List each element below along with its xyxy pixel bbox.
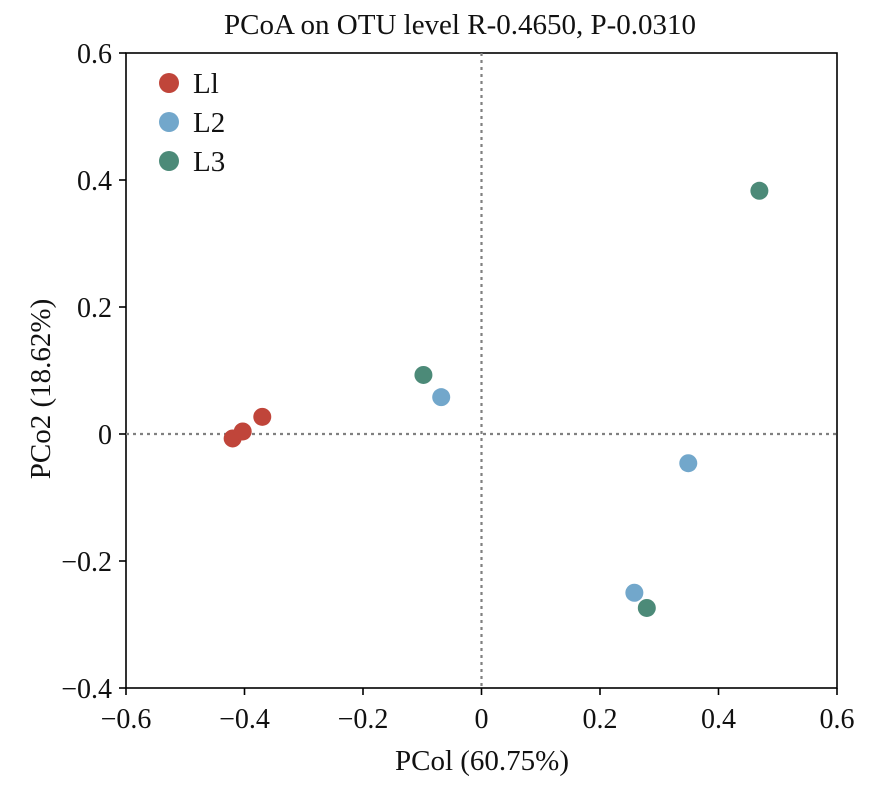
y-tick-label: 0 <box>98 420 112 451</box>
y-tick-label: −0.2 <box>61 547 112 578</box>
x-tick-label: −0.2 <box>338 704 389 735</box>
point-l3 <box>637 598 656 617</box>
point-l1 <box>233 422 252 441</box>
legend-label-l3: L3 <box>193 146 225 178</box>
legend-marker-l2 <box>159 112 179 132</box>
x-tick-label: 0 <box>475 704 489 735</box>
point-l2 <box>679 454 698 473</box>
y-axis-ticks: −0.4 −0.2 0 0.2 0.4 0.6 <box>61 39 126 705</box>
y-axis-label: PCo2 (18.62%) <box>25 299 57 479</box>
data-points <box>223 181 769 617</box>
y-tick-label: 0.2 <box>77 293 112 324</box>
legend-label-l2: L2 <box>193 107 225 139</box>
point-l2 <box>625 583 644 602</box>
x-tick-label: 0.4 <box>701 704 736 735</box>
x-tick-label: −0.4 <box>219 704 270 735</box>
chart-title: PCoA on OTU level R-0.4650, P-0.0310 <box>224 9 696 41</box>
y-tick-label: 0.4 <box>77 166 112 197</box>
point-l3 <box>414 365 433 384</box>
x-tick-label: −0.6 <box>101 704 152 735</box>
x-tick-label: 0.6 <box>820 704 855 735</box>
x-axis-label: PCol (60.75%) <box>395 745 569 777</box>
legend-marker-l1 <box>159 73 179 93</box>
y-tick-label: −0.4 <box>61 674 112 705</box>
x-axis-ticks: −0.6 −0.4 −0.2 0 0.2 0.4 0.6 <box>101 688 855 735</box>
legend-label-l1: Ll <box>193 68 219 100</box>
point-l2 <box>432 388 451 407</box>
legend-marker-l3 <box>159 151 179 171</box>
point-l1 <box>253 407 272 426</box>
y-tick-label: 0.6 <box>77 39 112 70</box>
x-tick-label: 0.2 <box>583 704 618 735</box>
point-l3 <box>750 181 769 200</box>
reference-lines <box>126 53 837 688</box>
legend: Ll L2 L3 <box>159 68 225 178</box>
